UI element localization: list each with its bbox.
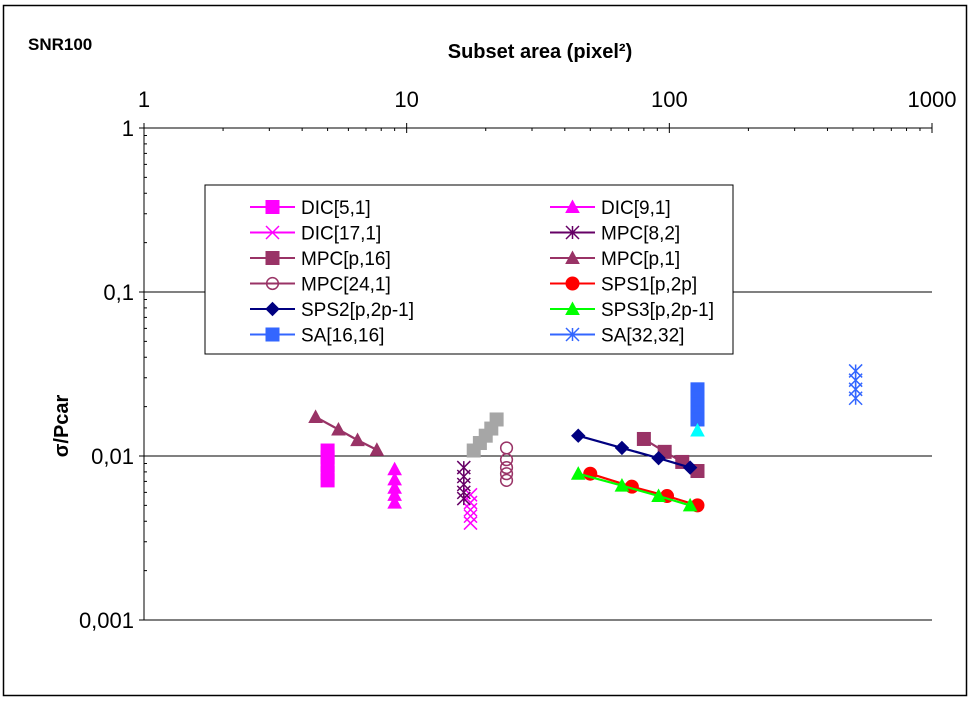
data-point [489, 412, 504, 427]
y-tick-label: 1 [122, 116, 134, 141]
series-mpc-p-1 [308, 409, 385, 456]
legend-item-mpc-24-1: MPC[24,1] [250, 275, 391, 296]
legend-marker [265, 301, 280, 317]
legend-label: SPS2[p,2p-1] [301, 300, 414, 321]
data-point [350, 432, 365, 447]
legend-marker [565, 301, 580, 316]
chart-title: Subset area (pixel²) [448, 41, 633, 63]
axis-layer: 1 10 100 1000 1 0,1 0,01 0,001 [79, 87, 957, 633]
data-point [570, 466, 586, 480]
series-mpc-8-2 [456, 460, 471, 506]
data-point [614, 440, 630, 456]
legend-box [204, 184, 734, 355]
x-tick-label: 1000 [908, 87, 957, 112]
y-axis-label: σ/Pcar [51, 394, 73, 457]
data-point [456, 491, 471, 506]
legend-item-mpc-p-1: MPC[p,1] [550, 249, 680, 270]
legend-label: SPS3[p,2p-1] [601, 300, 714, 321]
legend-item-sps1-p-2p: SPS1[p,2p] [550, 275, 697, 296]
series-sps2-p-2p-1 [571, 428, 698, 475]
series-dic-9-1 [387, 461, 402, 509]
legend-item-sps3-p-2p-1: SPS3[p,2p-1] [550, 300, 714, 321]
legend-item-sps2-p-2p-1: SPS2[p,2p-1] [250, 300, 414, 321]
series-sa-32-32 [848, 363, 863, 406]
data-point [682, 460, 698, 475]
legend-item-sa-32-32: SA[32,32] [550, 326, 684, 347]
data-point [463, 495, 478, 510]
legend-marker [565, 225, 580, 240]
legend-marker [265, 327, 280, 342]
legend-marker [265, 200, 280, 214]
data-point [369, 442, 385, 456]
data-point [571, 428, 586, 443]
legend: DIC[5,1] DIC[9,1] DIC[17,1] MPC[8,2] MPC[p,1… [204, 184, 734, 355]
data-point [690, 422, 705, 437]
legend-marker [265, 276, 280, 291]
y-tick-label: 0,001 [79, 608, 134, 633]
legend-label: MPC[24,1] [301, 275, 391, 296]
corner-label: SNR100 [28, 35, 92, 54]
series-line [589, 472, 698, 507]
data-point [308, 409, 323, 423]
data-point [636, 431, 651, 446]
y-tick-label: 0,01 [91, 444, 134, 469]
data-point [499, 467, 514, 481]
series-line [577, 434, 691, 469]
series-dic-5-1 [320, 443, 335, 488]
legend-item-sa-16-16: SA[16,16] [250, 326, 384, 347]
x-tick-label: 10 [394, 87, 418, 112]
data-point [848, 391, 863, 406]
legend-label: SA[16,16] [301, 326, 384, 347]
series-line [577, 472, 691, 507]
series-layer [308, 363, 863, 531]
data-point [331, 421, 346, 436]
data-point [651, 488, 666, 503]
data-point [499, 473, 514, 487]
legend-item-dic-9-1: DIC[9,1] [550, 198, 671, 219]
series-sa-16-16 [690, 382, 705, 427]
series-dic-17-1 [463, 487, 478, 531]
legend-label: MPC[p,16] [301, 249, 391, 270]
series-unlabeled-13 [690, 422, 705, 437]
y-tick-label: 0,1 [103, 280, 134, 305]
legend-marker [565, 250, 580, 265]
series-sps3-p-2p-1 [570, 466, 698, 512]
series-mpc-24-1 [499, 441, 514, 487]
legend-label: DIC[9,1] [601, 198, 671, 219]
legend-label: MPC[p,1] [601, 249, 680, 270]
legend-marker [565, 199, 580, 214]
data-point [614, 478, 630, 492]
data-point [463, 502, 478, 517]
legend-label: SA[32,32] [601, 326, 684, 347]
legend-label: SPS1[p,2p] [601, 275, 697, 296]
x-tick-label: 100 [651, 87, 688, 112]
data-point [682, 497, 698, 512]
legend-item-mpc-8-2: MPC[8,2] [550, 224, 680, 245]
legend-marker [265, 225, 280, 240]
data-point [387, 495, 402, 509]
legend-label: DIC[5,1] [301, 198, 371, 219]
legend-item-dic-5-1: DIC[5,1] [250, 198, 371, 219]
data-point [463, 509, 478, 524]
data-point [499, 460, 514, 475]
legend-marker [565, 276, 580, 291]
legend-item-mpc-p-16: MPC[p,16] [250, 249, 391, 270]
series-line [315, 416, 378, 451]
x-tick-label: 1 [138, 87, 150, 112]
legend-label: DIC[17,1] [301, 224, 381, 245]
legend-item-dic-17-1: DIC[17,1] [250, 224, 381, 245]
data-point [320, 473, 335, 488]
legend-marker [265, 251, 280, 265]
data-point [651, 450, 666, 466]
data-point [499, 453, 514, 467]
series-unlabeled-12 [466, 412, 504, 458]
legend-marker [565, 327, 580, 342]
data-point [463, 516, 478, 531]
legend-label: MPC[8,2] [601, 224, 680, 245]
